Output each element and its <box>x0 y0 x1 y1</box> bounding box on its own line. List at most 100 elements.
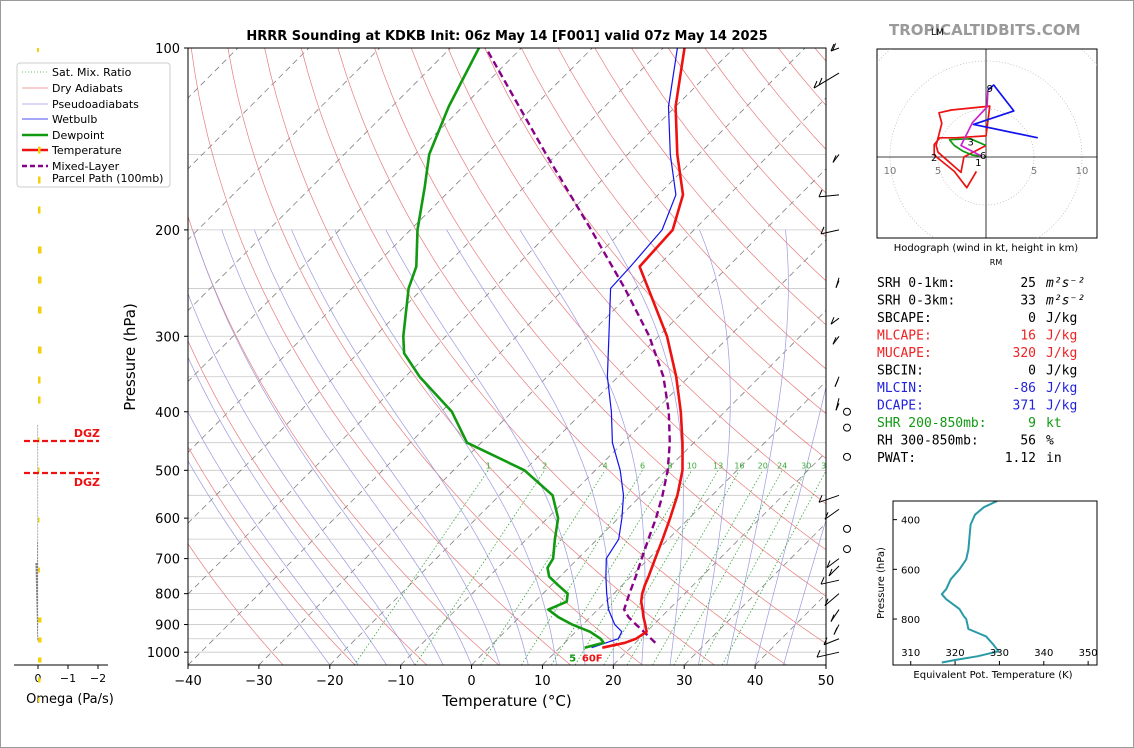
pressure-tick-label: 700 <box>155 553 180 568</box>
omega-bar <box>38 376 41 384</box>
isotherm <box>400 239 826 665</box>
omega-bar <box>38 677 41 683</box>
wind-barb-flag <box>832 155 837 163</box>
omega-bar <box>38 246 42 254</box>
isotherm <box>188 48 735 595</box>
pressure-tick-label: 400 <box>155 406 180 421</box>
omega-bar <box>37 524 39 527</box>
mixing-ratio-line <box>721 470 826 665</box>
hodograph-height-label: 3 <box>967 138 973 149</box>
legend-label-dry_adiabat: Dry Adiabats <box>52 82 123 95</box>
omega-bar <box>36 620 39 623</box>
index-unit: kt <box>1046 416 1062 431</box>
omega-bar <box>35 572 39 575</box>
omega-bar <box>38 517 40 523</box>
pressure-tick-label: 800 <box>155 588 180 603</box>
theta-e-x-label: Equivalent Pot. Temperature (K) <box>913 670 1072 681</box>
wind-barb-flag <box>823 637 828 645</box>
index-value: -86 <box>1013 381 1036 396</box>
omega-bar <box>36 584 39 587</box>
omega-bar <box>37 464 39 467</box>
omega-bar <box>37 437 39 440</box>
hodograph-caption: Hodograph (wind in kt, height in km) <box>894 243 1079 254</box>
wind-barb <box>826 558 840 569</box>
theta-e-x-tick-label: 310 <box>901 648 920 659</box>
mixing-ratio-line <box>652 470 764 665</box>
omega-bar <box>38 396 41 404</box>
skewt-y-axis-label: Pressure (hPa) <box>121 303 139 411</box>
theta-e-frame <box>892 500 1098 666</box>
hodograph: 10 5 5 10 1 2 36 9 LM Hodograph (wind in kt, h… <box>876 28 1098 267</box>
omega-bar <box>37 452 39 455</box>
surface-temperature-label: 60F <box>582 654 603 665</box>
index-label: MLCIN: <box>877 381 924 396</box>
pressure-tick-label: 900 <box>155 619 180 634</box>
omega-bar <box>37 638 39 641</box>
omega-bar <box>37 629 39 632</box>
wind-barb <box>823 638 840 646</box>
profile-mixed-layer-parcel-path-100mb <box>484 48 671 644</box>
mixing-ratio-line <box>673 470 783 665</box>
dgz-label: DGZ <box>74 476 100 489</box>
hodograph-ring-label: 10 <box>884 166 897 177</box>
index-unit: J/kg <box>1046 346 1077 361</box>
temperature-tick-label: 50 <box>818 674 835 689</box>
omega-bar <box>37 551 39 554</box>
index-label: DCAPE: <box>877 399 924 414</box>
wind-barb <box>816 651 840 658</box>
omega-bar <box>37 458 39 461</box>
wind-barb-flag <box>813 80 818 89</box>
omega-bar <box>38 657 42 663</box>
wind-barb <box>813 72 840 89</box>
moist-adiabat <box>188 411 359 665</box>
omega-bar <box>37 449 39 452</box>
wind-barb-flag <box>835 403 840 411</box>
omega-bar <box>37 470 39 473</box>
moist-adiabat <box>698 229 731 665</box>
omega-bar <box>37 482 39 485</box>
moist-adiabat <box>192 229 444 665</box>
mixing-ratio-label: 6 <box>640 461 645 470</box>
wind-barb-flag <box>820 226 825 235</box>
omega-bar <box>37 545 39 548</box>
omega-bar <box>37 455 39 458</box>
omega-bar <box>38 637 42 643</box>
omega-bar <box>36 590 39 593</box>
omega-bar <box>35 578 39 581</box>
mixing-ratio-label: 2 <box>542 461 547 470</box>
omega-bar <box>37 509 39 512</box>
omega-bar <box>37 425 39 428</box>
hodograph-rm-label: RM <box>990 258 1003 267</box>
wind-barb-flag <box>830 43 835 52</box>
hodograph-trace-segment <box>933 105 991 189</box>
profile-dewpoint <box>402 48 605 649</box>
wind-barb-flag <box>818 189 823 198</box>
mixing-ratio-line <box>574 470 693 665</box>
hodograph-trace-segment <box>948 137 987 157</box>
index-value: 320 <box>1013 346 1036 361</box>
legend-label-temperature: Temperature <box>51 144 122 157</box>
moist-adiabat <box>221 229 472 665</box>
omega-bar <box>37 635 39 638</box>
pressure-tick-label: 500 <box>155 464 180 479</box>
moist-adiabat <box>726 229 789 665</box>
omega-bar <box>37 626 39 629</box>
wind-barb-flag <box>832 337 837 345</box>
theta-e-x-tick-label: 320 <box>946 648 965 659</box>
omega-bar <box>37 497 39 500</box>
index-unit: in <box>1046 451 1062 466</box>
calm-wind-marker <box>843 407 851 416</box>
temperature-tick-label: −30 <box>245 674 272 689</box>
hodograph-height-label: 9 <box>987 84 993 95</box>
omega-bar <box>37 557 39 560</box>
omega-bar <box>38 276 42 284</box>
isotherm <box>542 380 826 665</box>
omega-bar <box>36 596 39 599</box>
omega-bar <box>37 521 39 524</box>
moist-adiabat <box>188 292 416 665</box>
wind-barb <box>818 494 840 503</box>
omega-bar <box>37 476 39 479</box>
omega-tick-label: −2 <box>90 672 106 685</box>
hodograph-height-label: 1 <box>975 158 981 169</box>
